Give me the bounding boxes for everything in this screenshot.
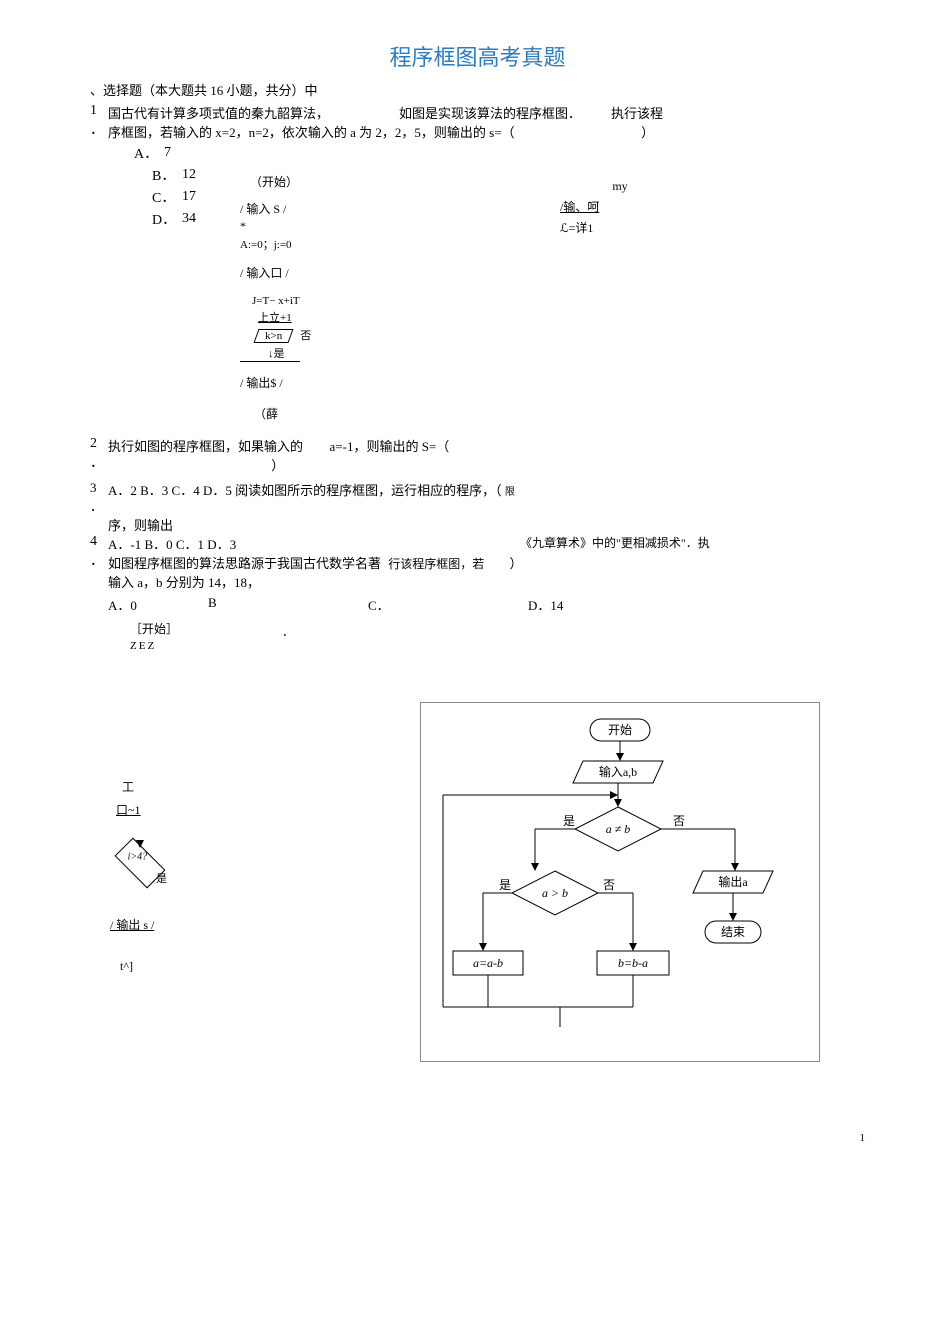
rfc-shi-1: 是	[563, 814, 575, 828]
q4-right-b: 行该程序框图，若	[388, 557, 484, 571]
q4-opt-b: B	[208, 595, 368, 614]
q3-opts: A．2 B．3 C．4 D．5 阅读如图所示的程序框图，运行相应的程序，（	[108, 483, 502, 498]
rc1-b: /输、呵	[560, 198, 680, 215]
rc1-a: my	[560, 179, 680, 194]
q1-paren-end: ）	[641, 125, 654, 140]
fc1-star: *	[240, 219, 410, 234]
right-fragment-1: my /输、呵 ℒ=详1	[560, 175, 680, 240]
q4-opt-c: C．	[368, 595, 528, 614]
fc1-input-s: / 输入 S /	[240, 200, 410, 217]
lfc-out: / 输出 s /	[110, 916, 170, 933]
rfc-end: 结束	[721, 925, 745, 939]
fc1-step: 上立+1	[258, 309, 410, 325]
q1-number: 1	[90, 103, 108, 119]
rfc-out: 输出a	[718, 874, 748, 889]
q4-line-a: 如图程序框图的算法思路源于我国古代数学名著	[108, 556, 381, 571]
rfc-box-r: b=b-a	[618, 956, 648, 970]
rfc-input: 输入a,b	[599, 764, 637, 779]
q1-text-a: 国古代有计算多项式值的秦九韶算法，	[108, 103, 329, 122]
q3-dot: ．	[90, 496, 108, 515]
q4-opt-d: D．14	[528, 595, 563, 614]
opt-c-label: C．	[152, 187, 182, 207]
fc1-diamond: k>n	[253, 329, 293, 343]
q1-dot: ．	[90, 119, 108, 139]
opt-b-val: 12	[182, 167, 222, 183]
page-number: 1	[90, 1132, 865, 1144]
rfc-start: 开始	[608, 723, 632, 737]
q3-tail-line: 序，则输出	[108, 515, 865, 534]
rfc-fou-1: 否	[673, 814, 685, 828]
fc1-expr: J=T− x+iT	[252, 295, 410, 307]
q4-dot: ．	[90, 550, 108, 570]
page-title: 程序框图高考真题	[90, 40, 865, 72]
rfc-fou-2: 否	[603, 878, 615, 892]
lfc-b: 口~1	[116, 801, 170, 818]
opt-d-val: 34	[182, 211, 222, 227]
q1-text-b: 如图是实现该算法的程序框图．	[399, 103, 581, 122]
q2-number: 2	[90, 436, 108, 452]
q3-tail: 限	[505, 487, 515, 498]
flowchart-left: 工 口~1 i>4? 是 / 输出 s / t^]	[110, 772, 170, 980]
opt-c-val: 17	[182, 189, 222, 205]
fc1-output: / 输出$ /	[240, 374, 410, 391]
fc1-shi: 是	[274, 348, 285, 360]
rfc-box-l: a=a-b	[473, 956, 503, 970]
q4-right-a: 《九章算术》中的"更相减损术"．执	[520, 534, 710, 551]
lfc-a: 工	[122, 778, 170, 795]
opt-a-val: 7	[164, 145, 204, 161]
lfc-end: t^]	[120, 959, 170, 974]
q4-zez: ZEZ	[130, 640, 865, 652]
opt-d-label: D．	[152, 209, 182, 229]
q2-text3: ）	[271, 458, 284, 473]
q4-end-par: ）	[510, 556, 523, 571]
q4-line-b: 输入 a，b 分别为 14，18，	[108, 572, 865, 591]
q3-number: 3	[90, 480, 108, 496]
rfc-cond2: a > b	[542, 886, 568, 900]
fc1-init: A:=0；j:=0	[240, 236, 410, 252]
rfc-shi-2: 是	[499, 878, 511, 892]
q2-dot: ．	[90, 452, 108, 472]
section-subtitle: 、选择题（本大题共 16 小题，共分）中	[90, 80, 865, 99]
q1-text-line2: 序框图，若输入的 x=2，n=2，依次输入的 a 为 2，2，5，则输出的 s=…	[108, 125, 515, 140]
q4-opt-a: A．0	[108, 595, 208, 614]
flowchart-1: （开始） / 输入 S / * A:=0；j:=0 / 输入口 / J=T− x…	[240, 173, 410, 422]
opt-b-label: B．	[152, 165, 182, 185]
fc1-end: （薛	[254, 405, 410, 422]
fc1-input-port: / 输入口 /	[240, 264, 410, 281]
fc1-fou: 否	[300, 330, 311, 342]
opt-a-label: A．	[134, 143, 164, 163]
fc1-start: （开始）	[250, 173, 410, 190]
q1-text-c: 执行该程	[611, 103, 663, 122]
rc1-c: ℒ=详1	[560, 219, 680, 236]
q4-opts-line: A．-1 B．0 C．1 D．3	[108, 537, 236, 552]
flowchart-right: 开始 输入a,b a ≠ b 是 否 输出a	[420, 702, 820, 1062]
q2-text1: 执行如图的程序框图，如果输入的	[108, 439, 303, 454]
rfc-cond1: a ≠ b	[606, 822, 631, 836]
q4-b-dot: ．	[282, 623, 865, 640]
q4-number: 4	[90, 534, 108, 550]
q2-text2: a=-1，则输出的 S=（	[330, 439, 450, 454]
lfc-shi: 是	[156, 870, 167, 886]
